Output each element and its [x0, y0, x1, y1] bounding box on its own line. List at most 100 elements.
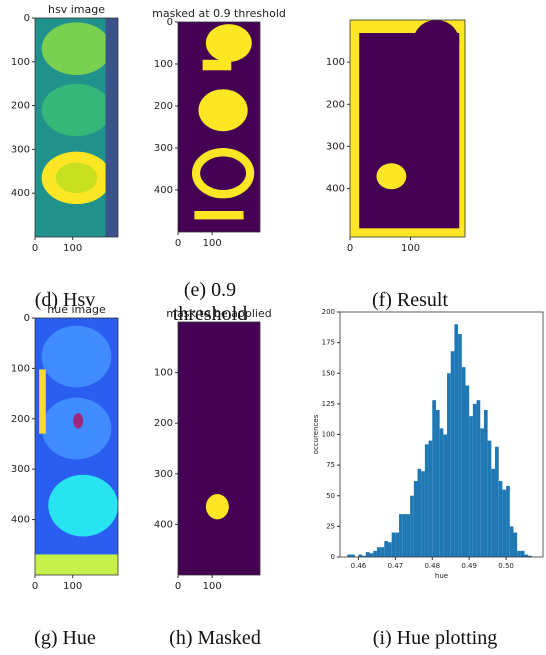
- bar: [498, 481, 503, 557]
- y-tick-label: 300: [154, 469, 173, 480]
- x-tick-label: 100: [63, 581, 82, 592]
- bar: [517, 550, 521, 557]
- bar: [472, 403, 477, 557]
- bar: [447, 373, 451, 557]
- y-tick-label: 100: [322, 431, 335, 439]
- bar: [528, 555, 532, 557]
- bar: [513, 532, 518, 557]
- y-tick-label: 200: [322, 308, 335, 316]
- caption: (g) Hue: [34, 627, 96, 649]
- image-region: [39, 369, 46, 434]
- y-tick-label: 400: [326, 184, 345, 195]
- bar: [410, 495, 414, 557]
- y-tick-label: 200: [326, 99, 345, 110]
- bar: [520, 550, 525, 557]
- x-tick-label: 0.47: [388, 562, 404, 570]
- bar: [399, 514, 403, 557]
- image-region: [376, 163, 407, 190]
- bar: [483, 410, 488, 557]
- image-region: [41, 397, 112, 460]
- caption: (f) Result: [371, 289, 449, 311]
- bar: [406, 514, 411, 557]
- bar: [387, 542, 392, 557]
- bar: [384, 541, 388, 557]
- image-region: [359, 33, 460, 229]
- y-tick-label: 300: [326, 141, 345, 152]
- y-axis-label: occurences: [312, 414, 320, 454]
- bar: [365, 552, 370, 557]
- y-tick-label: 50: [326, 492, 335, 500]
- y-tick-label: 0: [24, 313, 30, 324]
- bar: [376, 547, 381, 557]
- bar: [491, 468, 496, 557]
- image-region: [41, 83, 112, 137]
- image-region: [48, 474, 118, 537]
- bar: [395, 532, 400, 557]
- x-axis-label: hue: [435, 572, 448, 580]
- caption: (d) Hsv: [34, 289, 96, 311]
- y-tick-label: 400: [154, 185, 173, 196]
- y-tick-label: 75: [326, 461, 335, 469]
- image-region: [178, 322, 260, 575]
- bar: [362, 555, 366, 557]
- y-tick-label: 200: [154, 418, 173, 429]
- bar: [402, 514, 407, 557]
- y-tick-label: 125: [322, 400, 335, 408]
- bar: [369, 553, 374, 557]
- y-tick-label: 100: [11, 363, 30, 374]
- image-region: [194, 211, 244, 220]
- caption: (h) Masked: [169, 627, 261, 649]
- x-tick-label: 0.48: [424, 562, 440, 570]
- bar: [439, 428, 444, 557]
- y-tick-label: 300: [11, 464, 30, 475]
- x-tick-label: 100: [203, 581, 222, 592]
- caption: (i) Hue plotting: [372, 627, 498, 649]
- bar: [469, 416, 473, 557]
- image-region: [205, 24, 252, 62]
- y-tick-label: 200: [154, 101, 173, 112]
- bar: [465, 385, 470, 557]
- y-tick-label: 150: [322, 369, 335, 377]
- bar: [495, 446, 499, 557]
- bar: [424, 444, 429, 557]
- panel-title: hsv image: [48, 3, 105, 16]
- image-region: [73, 413, 84, 429]
- bar: [347, 554, 352, 557]
- bar: [458, 334, 462, 557]
- y-tick-label: 25: [326, 522, 335, 530]
- image-region: [55, 162, 98, 194]
- image-region: [413, 20, 460, 64]
- image-region: [105, 18, 118, 237]
- y-tick-label: 300: [11, 144, 30, 155]
- bar: [524, 554, 529, 557]
- bar: [358, 554, 363, 557]
- bar: [506, 485, 510, 557]
- y-tick-label: 200: [11, 414, 30, 425]
- bar: [421, 471, 425, 557]
- image-frame: [34, 317, 119, 576]
- x-tick-label: 0.46: [351, 562, 367, 570]
- bar: [373, 550, 377, 557]
- bar: [461, 367, 466, 557]
- panel-title: hue image: [47, 303, 106, 316]
- y-tick-label: 300: [154, 143, 173, 154]
- caption: (e) 0.9 threshold: [172, 279, 248, 325]
- image-region: [205, 494, 229, 520]
- bar: [443, 434, 448, 557]
- x-tick-label: 0.49: [461, 562, 477, 570]
- bar: [351, 554, 355, 557]
- image-region: [202, 59, 232, 71]
- y-tick-label: 100: [154, 368, 173, 379]
- bar: [413, 481, 418, 557]
- x-tick-label: 0: [175, 238, 181, 249]
- image-region: [35, 554, 118, 575]
- y-tick-label: 400: [154, 519, 173, 530]
- y-tick-label: 100: [11, 57, 30, 68]
- image-frame: [34, 17, 119, 238]
- y-tick-label: 175: [322, 339, 335, 347]
- panel-title: mask to be applied: [166, 307, 271, 320]
- y-tick-label: 400: [11, 188, 30, 199]
- image-frame: [177, 321, 261, 576]
